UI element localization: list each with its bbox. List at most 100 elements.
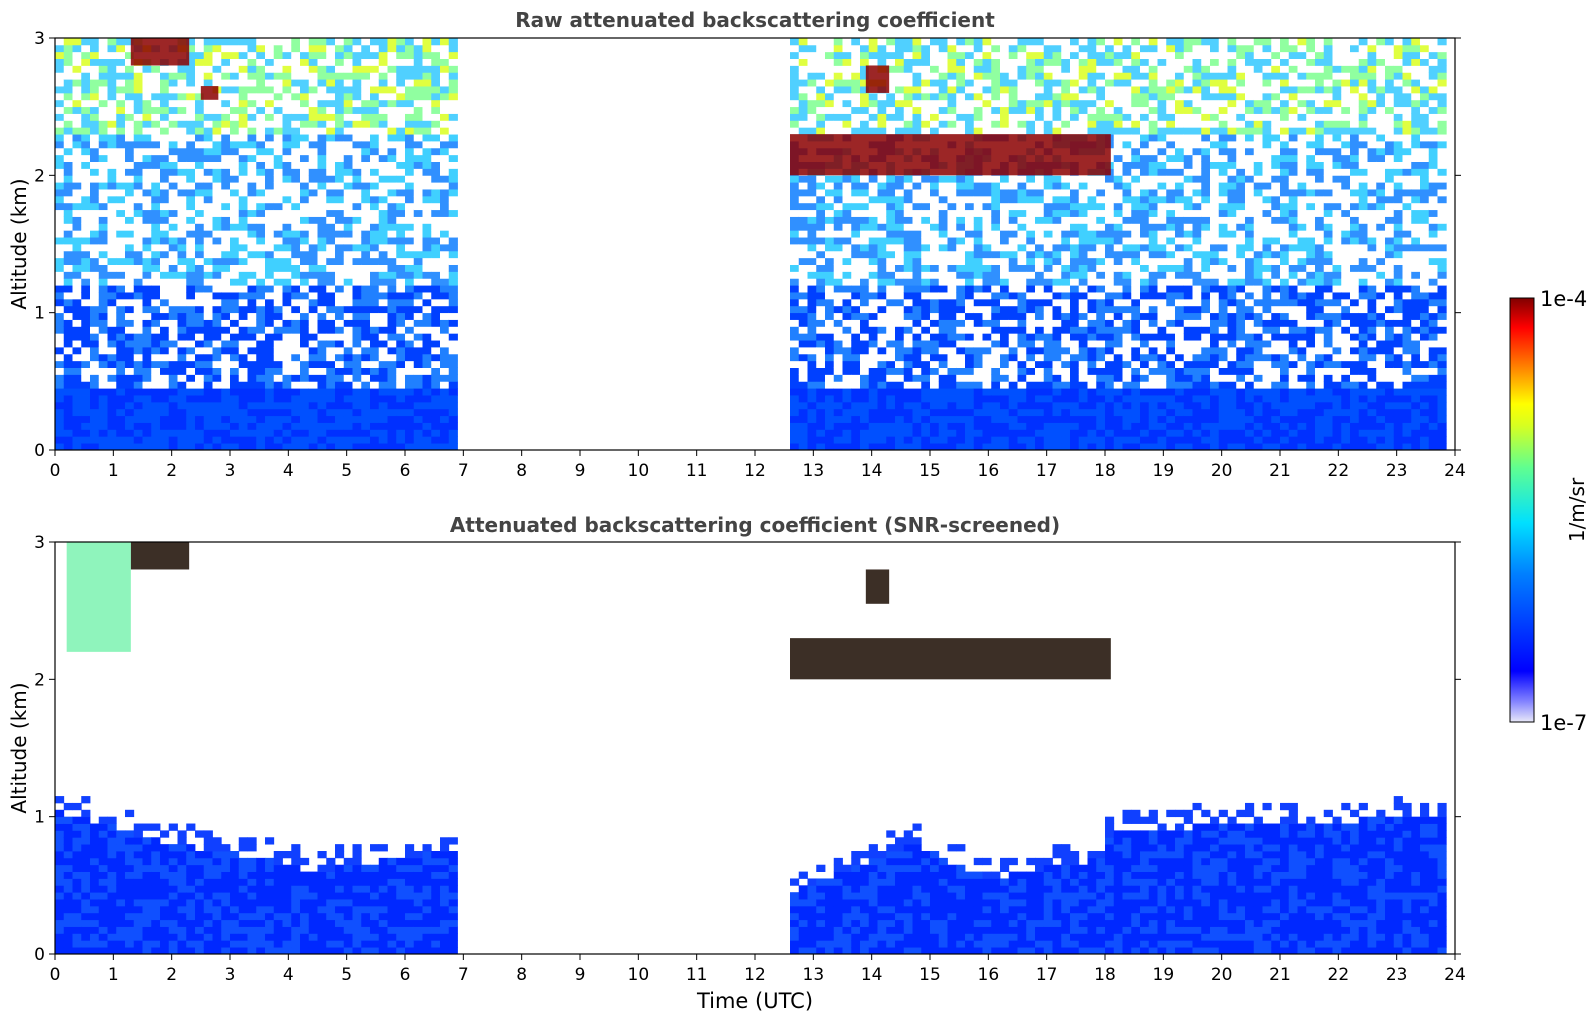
heatmap-cell: [72, 374, 82, 382]
heatmap-cell: [947, 264, 957, 272]
heatmap-cell: [790, 367, 800, 375]
heatmap-cell: [405, 353, 415, 362]
heatmap-cell: [1008, 113, 1018, 121]
heatmap-cell: [361, 113, 371, 121]
heatmap-cell: [825, 367, 835, 375]
heatmap-cell: [1052, 333, 1062, 341]
heatmap-cell: [973, 127, 983, 135]
heatmap-cell: [973, 113, 983, 121]
heatmap-cell: [396, 189, 406, 197]
heatmap-cell: [203, 292, 213, 300]
heatmap-cell: [895, 278, 905, 286]
heatmap-cell: [98, 86, 108, 94]
heatmap-cell: [1043, 79, 1053, 87]
heatmap-cell: [186, 367, 196, 375]
heatmap-cell: [912, 223, 922, 231]
heatmap-cell: [422, 401, 432, 410]
heatmap-cell: [405, 401, 415, 410]
heatmap-cell: [860, 305, 870, 314]
heatmap-cell: [903, 395, 913, 403]
heatmap-cell: [790, 408, 800, 417]
heatmap-cell: [238, 388, 248, 396]
heatmap-cell: [291, 147, 301, 156]
heatmap-cell: [282, 38, 292, 46]
heatmap-cell: [851, 58, 861, 66]
heatmap-cell: [177, 340, 187, 348]
heatmap-cell: [825, 86, 835, 94]
heatmap-cell: [947, 86, 957, 94]
heatmap-cell: [300, 86, 310, 94]
heatmap-cell: [895, 250, 905, 259]
heatmap-cell: [1078, 175, 1088, 183]
heatmap-cell: [440, 58, 450, 66]
heatmap-cell: [370, 216, 380, 224]
heatmap-cell: [177, 381, 187, 389]
heatmap-cell: [177, 347, 187, 355]
heatmap-cell: [982, 388, 992, 396]
heatmap-cell: [186, 436, 196, 444]
heatmap-cell: [1087, 340, 1097, 348]
heatmap-cell: [868, 408, 878, 417]
heatmap-cell: [1087, 120, 1097, 128]
heatmap-cell: [125, 415, 135, 423]
heatmap-cell: [973, 65, 983, 73]
heatmap-cell: [230, 360, 240, 368]
heatmap-cell: [938, 264, 948, 272]
heatmap-cell: [1061, 285, 1071, 293]
heatmap-cell: [90, 319, 100, 327]
heatmap-cell: [116, 271, 126, 279]
heatmap-cell: [256, 298, 266, 307]
heatmap-cell: [973, 285, 983, 293]
heatmap-cell: [868, 319, 878, 327]
heatmap-cell: [842, 422, 852, 430]
heatmap-cell: [98, 161, 108, 169]
heatmap-cell: [1035, 408, 1045, 417]
heatmap-cell: [142, 388, 152, 396]
heatmap-cell: [370, 429, 380, 437]
heatmap-cell: [273, 298, 283, 307]
heatmap-cell: [903, 189, 913, 197]
heatmap-cell: [142, 127, 152, 135]
heatmap-cell: [212, 154, 222, 162]
heatmap-cell: [98, 326, 108, 334]
heatmap-cell: [291, 347, 301, 355]
heatmap-cell: [851, 127, 861, 135]
heatmap-cell: [230, 216, 240, 224]
heatmap-cell: [431, 326, 441, 334]
heatmap-cell: [860, 278, 870, 286]
heatmap-cell: [387, 415, 397, 423]
heatmap-cell: [256, 72, 266, 80]
heatmap-cell: [930, 189, 940, 197]
heatmap-cell: [291, 278, 301, 286]
heatmap-cell: [168, 422, 178, 430]
heatmap-cell: [125, 120, 135, 128]
heatmap-cell: [177, 223, 187, 231]
heatmap-cell: [378, 195, 388, 204]
heatmap-cell: [387, 312, 397, 320]
heatmap-cell: [230, 326, 240, 334]
heatmap-cell: [1026, 209, 1036, 217]
heatmap-cell: [448, 312, 458, 320]
heatmap-cell: [1078, 92, 1088, 101]
heatmap-cell: [877, 333, 887, 341]
heatmap-cell: [343, 443, 353, 450]
heatmap-cell: [973, 312, 983, 320]
heatmap-cell: [90, 347, 100, 355]
heatmap-cell: [282, 120, 292, 128]
heatmap-cell: [895, 195, 905, 204]
heatmap-cell: [63, 230, 73, 238]
heatmap-cell: [798, 99, 808, 108]
heatmap-cell: [798, 347, 808, 355]
heatmap-cell: [973, 182, 983, 190]
heatmap-cell: [877, 250, 887, 259]
heatmap-cell: [422, 106, 432, 114]
heatmap-cell: [81, 367, 91, 375]
heatmap-cell: [326, 381, 336, 389]
heatmap-cell: [440, 353, 450, 362]
heatmap-cell: [291, 120, 301, 128]
heatmap-cell: [273, 381, 283, 389]
heatmap-cell: [238, 271, 248, 279]
heatmap-cell: [343, 436, 353, 444]
heatmap-cell: [790, 347, 800, 355]
heatmap-cell: [72, 333, 82, 341]
